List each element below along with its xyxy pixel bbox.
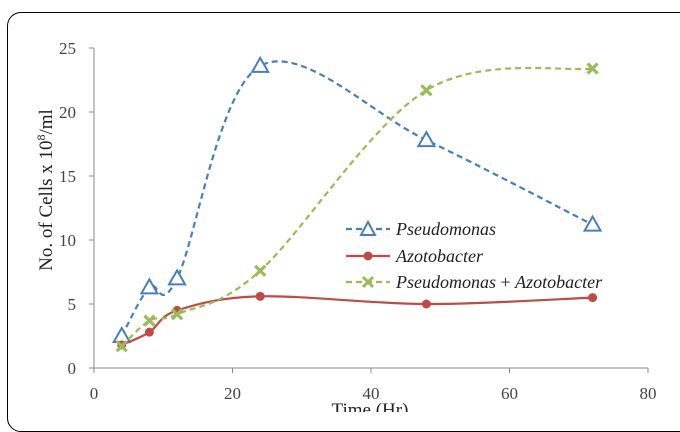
data-point-pseudomonas <box>582 214 603 232</box>
data-point-azotobacter <box>421 299 431 309</box>
data-point-combined <box>170 308 184 321</box>
legend-item-pseudomonas: Pseudomonas <box>346 219 496 239</box>
y-ticks: 0 5 10 15 20 25 <box>59 39 94 378</box>
data-point-combined <box>254 264 267 277</box>
legend: Pseudomonas Azotobacter Pseudomonas + Az… <box>346 219 603 292</box>
x-tick-label: 0 <box>90 384 99 403</box>
series-pseudomonas <box>111 55 603 343</box>
data-point-pseudomonas <box>250 55 270 73</box>
data-point-azotobacter <box>144 327 154 337</box>
x-tick-label: 40 <box>363 384 380 403</box>
series-combined <box>115 62 599 353</box>
data-point-pseudomonas <box>111 325 132 343</box>
legend-label-combined: Pseudomonas + Azotobacter <box>395 272 603 292</box>
y-tick-label: 15 <box>59 167 76 186</box>
data-point-combined <box>420 84 433 97</box>
x-tick-label: 60 <box>501 384 518 403</box>
x-axis-label: Time (Hr) <box>332 400 409 412</box>
data-point-combined <box>115 340 128 353</box>
y-tick-label: 10 <box>59 231 76 250</box>
data-point-combined <box>143 314 156 327</box>
y-tick-label: 25 <box>59 39 76 58</box>
line-chart: 0 5 10 15 20 25 0 20 40 60 80 No. of Cells x 108/… <box>34 39 657 412</box>
legend-label-pseudomonas: Pseudomonas <box>395 219 496 239</box>
series-line-azotobacter <box>121 295 593 346</box>
data-point-azotobacter <box>588 293 598 303</box>
legend-marker-azotobacter <box>363 251 373 261</box>
legend-item-azotobacter: Azotobacter <box>346 246 484 266</box>
data-point-combined <box>586 62 599 75</box>
x-tick-label: 80 <box>640 384 657 403</box>
x-tick-label: 20 <box>224 384 241 403</box>
series-line-pseudomonas <box>120 60 594 337</box>
legend-marker-pseudomonas <box>359 219 377 236</box>
series-layer <box>111 55 603 353</box>
data-point-pseudomonas <box>139 277 160 295</box>
series-line-combined <box>120 66 593 348</box>
y-tick-label: 20 <box>59 103 76 122</box>
y-tick-label: 5 <box>68 295 77 314</box>
x-ticks: 0 20 40 60 80 <box>90 368 657 403</box>
legend-item-combined: Pseudomonas + Azotobacter <box>346 272 603 292</box>
data-point-pseudomonas <box>416 130 437 148</box>
y-axis-label: No. of Cells x 108/ml <box>34 109 57 271</box>
axes: 0 5 10 15 20 25 0 20 40 60 80 <box>59 39 657 403</box>
data-point-pseudomonas <box>167 268 187 286</box>
y-tick-label: 0 <box>68 359 77 378</box>
legend-label-azotobacter: Azotobacter <box>395 246 484 266</box>
data-point-azotobacter <box>255 291 265 301</box>
legend-marker-combined <box>361 275 375 289</box>
series-azotobacter <box>117 291 598 350</box>
